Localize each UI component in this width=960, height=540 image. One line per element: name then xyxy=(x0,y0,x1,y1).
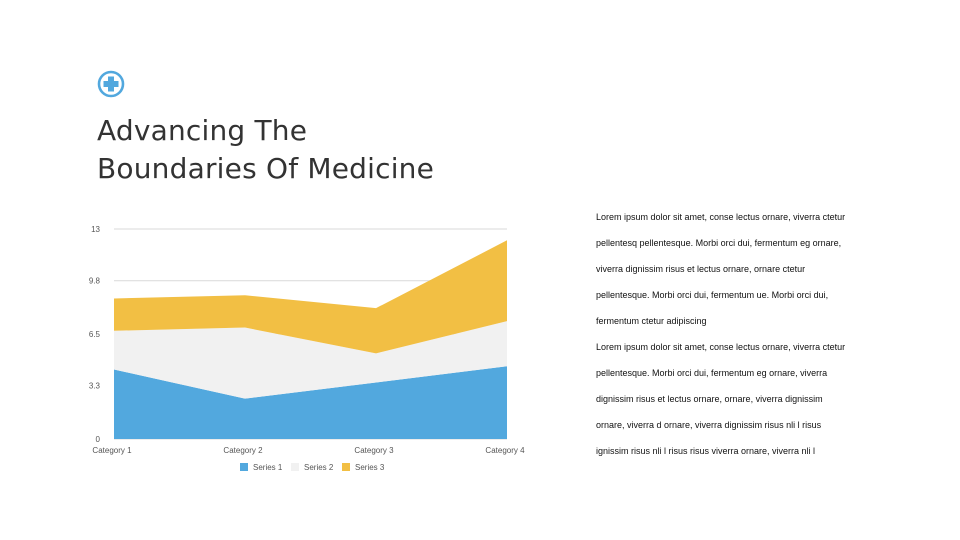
title-line-2: Boundaries Of Medicine xyxy=(97,152,435,185)
area-series-1 xyxy=(114,366,507,439)
y-tick-label: 6.5 xyxy=(89,330,101,339)
x-category-label: Category 4 xyxy=(485,446,525,455)
legend-label: Series 1 xyxy=(253,463,283,472)
paragraph-line: pellentesq pellentesque. Morbi orci dui,… xyxy=(596,238,842,248)
legend-swatch xyxy=(342,463,350,471)
x-category-label: Category 1 xyxy=(92,446,132,455)
y-tick-label: 0 xyxy=(96,435,101,444)
page-title: Advancing The Boundaries Of Medicine xyxy=(97,112,434,188)
paragraph-line: ornare, viverra d ornare, viverra dignis… xyxy=(596,420,822,430)
paragraph-line: ignissim risus nli l risus risus viverra… xyxy=(596,446,816,456)
area-series-2 xyxy=(114,321,507,399)
area-series-3 xyxy=(114,240,507,354)
y-tick-label: 13 xyxy=(91,225,100,234)
x-category-label: Category 3 xyxy=(354,446,394,455)
paragraph-line: viverra dignissim risus et lectus ornare… xyxy=(596,264,806,274)
y-tick-label: 9.8 xyxy=(89,277,101,286)
description-text: Lorem ipsum dolor sit amet, conse lectus… xyxy=(596,204,886,464)
legend-label: Series 3 xyxy=(355,463,385,472)
paragraph-line: dignissim risus et lectus ornare, ornare… xyxy=(596,394,823,404)
y-tick-label: 3.3 xyxy=(89,382,101,391)
title-line-1: Advancing The xyxy=(97,114,308,147)
paragraph-1: Lorem ipsum dolor sit amet, conse lectus… xyxy=(596,204,886,334)
x-category-label: Category 2 xyxy=(223,446,263,455)
paragraph-line: Lorem ipsum dolor sit amet, conse lectus… xyxy=(596,212,846,222)
paragraph-line: pellentesque. Morbi orci dui, fermentum … xyxy=(596,290,829,300)
paragraph-line: fermentum ctetur adipiscing xyxy=(596,316,707,326)
paragraph-line: Lorem ipsum dolor sit amet, conse lectus… xyxy=(596,342,846,352)
paragraph-2: Lorem ipsum dolor sit amet, conse lectus… xyxy=(596,334,886,464)
legend-swatch xyxy=(240,463,248,471)
legend-swatch xyxy=(291,463,299,471)
legend-label: Series 2 xyxy=(304,463,334,472)
paragraph-line: pellentesque. Morbi orci dui, fermentum … xyxy=(596,368,828,378)
medical-cross-icon xyxy=(97,70,125,98)
stacked-area-chart: 0 3.3 6.5 9.8 13 Category 1 Category 2 Category… xyxy=(89,225,525,472)
